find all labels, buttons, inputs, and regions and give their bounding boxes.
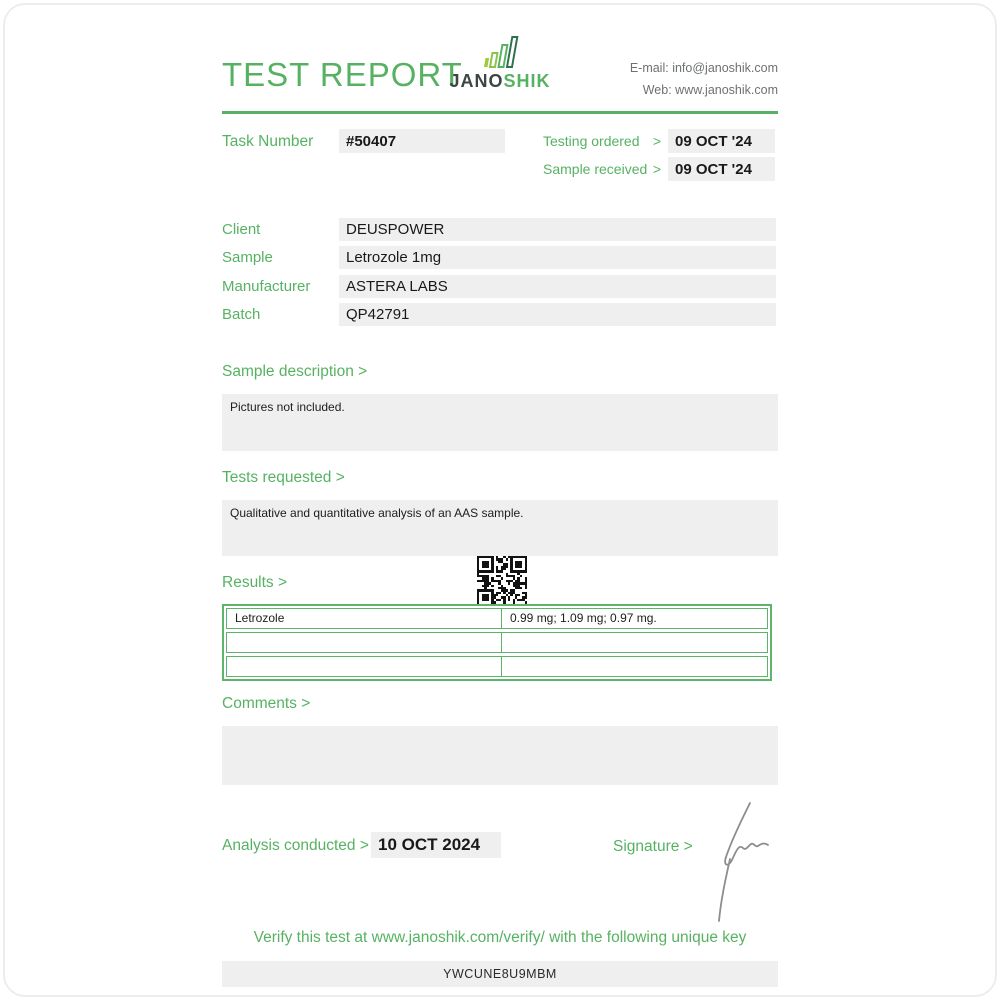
table-row bbox=[226, 656, 768, 677]
client-field: DEUSPOWER bbox=[339, 218, 776, 241]
analysis-date-field: 10 OCT 2024 bbox=[371, 832, 501, 858]
table-row bbox=[226, 632, 768, 653]
email-address: info@janoshik.com bbox=[672, 61, 778, 75]
page-title: TEST REPORT bbox=[222, 56, 463, 93]
web-address: www.janoshik.com bbox=[675, 82, 778, 97]
contact-block: E-mail: info@janoshik.com Web: www.janos… bbox=[630, 58, 778, 102]
sample-description-label: Sample description > bbox=[222, 363, 368, 380]
manufacturer-label: Manufacturer bbox=[222, 278, 311, 295]
bar-chart-growth-icon bbox=[484, 36, 519, 68]
signature-image bbox=[718, 802, 769, 922]
verify-instruction: Verify this test at www.janoshik.com/ver… bbox=[253, 929, 747, 946]
client-label: Client bbox=[222, 221, 261, 238]
result-cell: 0.99 mg; 1.09 mg; 0.97 mg. bbox=[501, 609, 767, 628]
analyte-cell bbox=[227, 633, 501, 652]
results-label: Results > bbox=[222, 574, 288, 591]
sample-field: Letrozole 1mg bbox=[339, 246, 776, 269]
web-line: Web: www.janoshik.com bbox=[642, 82, 778, 97]
arrow: > bbox=[652, 161, 661, 177]
analysis-conducted-label: Analysis conducted > bbox=[222, 837, 369, 854]
analyte-cell bbox=[227, 657, 501, 676]
signature-label: Signature > bbox=[613, 838, 693, 855]
sample-received-field: 09 OCT '24 bbox=[668, 157, 775, 181]
batch-field: QP42791 bbox=[339, 303, 776, 326]
task-number-label: Task Number bbox=[222, 133, 314, 150]
sample-label: Sample bbox=[222, 249, 273, 266]
verify-key-field: YWCUNE8U9MBM bbox=[222, 961, 778, 987]
batch-label: Batch bbox=[222, 306, 261, 323]
header-divider bbox=[222, 111, 778, 114]
task-number-field: #50407 bbox=[339, 129, 505, 153]
brand-right: SHIK bbox=[503, 71, 551, 91]
testing-ordered-label: Testing ordered > bbox=[543, 133, 661, 149]
manufacturer-field: ASTERA LABS bbox=[339, 275, 776, 298]
result-cell bbox=[501, 633, 767, 652]
analyte-cell: Letrozole bbox=[235, 611, 285, 625]
arrow: > bbox=[652, 133, 661, 149]
tests-requested-label: Tests requested > bbox=[222, 469, 345, 486]
table-row: Letrozole 0.99 mg; 1.09 mg; 0.97 mg. bbox=[226, 608, 768, 629]
testing-ordered-field: 09 OCT '24 bbox=[668, 129, 775, 153]
janoshik-logo: JANOSHIK bbox=[440, 71, 560, 92]
results-table: Letrozole 0.99 mg; 1.09 mg; 0.97 mg. bbox=[222, 604, 772, 681]
email-line: E-mail: info@janoshik.com bbox=[629, 61, 778, 75]
sample-description-box: Pictures not included. bbox=[222, 394, 778, 451]
qr-code bbox=[477, 556, 527, 606]
sample-received-label: Sample received > bbox=[543, 161, 661, 177]
tests-requested-box: Qualitative and quantitative analysis of… bbox=[222, 500, 778, 556]
comments-label: Comments > bbox=[222, 695, 311, 712]
result-cell bbox=[501, 657, 767, 676]
comments-box bbox=[222, 726, 778, 785]
brand-left: JANO bbox=[449, 71, 504, 91]
